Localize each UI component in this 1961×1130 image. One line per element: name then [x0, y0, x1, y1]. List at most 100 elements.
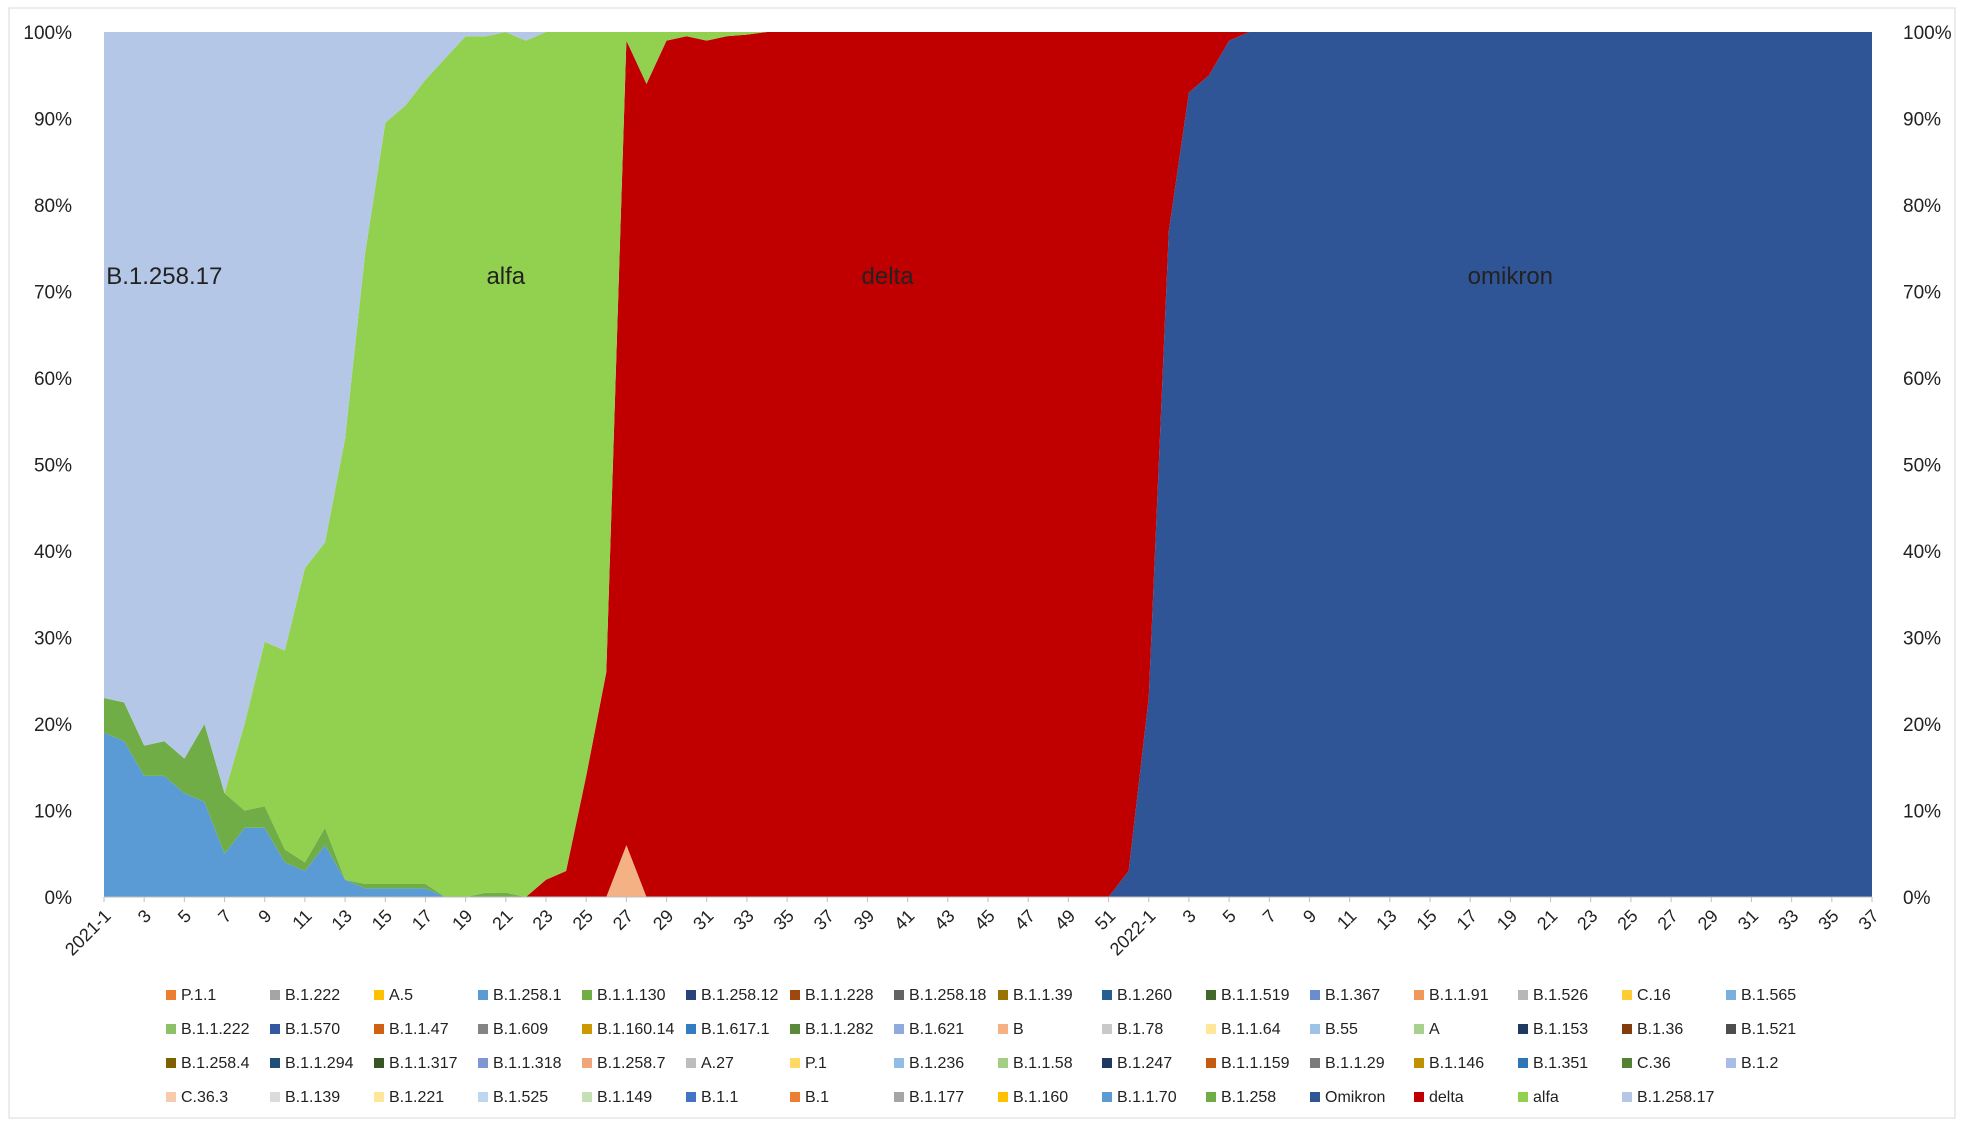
x-tick-label: 21 [1533, 906, 1561, 934]
legend-item: B.1.1.70 [1102, 1089, 1177, 1106]
legend-swatch [1518, 990, 1528, 1000]
legend-swatch [478, 1024, 488, 1034]
y-tick-label-right: 70% [1903, 283, 1941, 304]
legend-swatch [270, 1058, 280, 1068]
y-tick-label-left: 80% [34, 196, 72, 217]
legend-item: B.1.1.222 [166, 1021, 250, 1038]
legend-item: B.1.1.294 [270, 1055, 354, 1072]
legend-swatch [478, 990, 488, 1000]
legend-swatch [1310, 1092, 1320, 1102]
legend-swatch [1622, 1092, 1632, 1102]
y-tick-label-right: 90% [1903, 110, 1941, 131]
legend-item: P.1 [790, 1055, 827, 1072]
legend-item: A.5 [374, 987, 413, 1004]
area-series-group [104, 32, 1872, 897]
legend-label: alfa [1533, 1089, 1559, 1106]
legend-label: B.1.1.70 [1117, 1089, 1177, 1106]
x-tick-label: 41 [890, 906, 918, 934]
y-tick-label-left: 50% [34, 456, 72, 477]
x-tick-label: 35 [1814, 906, 1842, 934]
y-tick-label-left: 20% [34, 715, 72, 736]
x-tick-label: 7 [214, 906, 235, 927]
legend-swatch [166, 990, 176, 1000]
legend-label: B.1.236 [909, 1055, 964, 1072]
legend-item: alfa [1518, 1089, 1559, 1106]
legend-label: Omikron [1325, 1089, 1385, 1106]
legend-label: B.1.78 [1117, 1021, 1163, 1038]
legend-label: B.1.1.29 [1325, 1055, 1385, 1072]
legend-swatch [374, 990, 384, 1000]
y-tick-label-right: 10% [1903, 802, 1941, 823]
legend-item: A [1414, 1021, 1440, 1038]
legend-item: B.1.525 [478, 1089, 548, 1106]
legend-label: B.1.177 [909, 1089, 964, 1106]
legend-item: B.1.570 [270, 1021, 340, 1038]
legend-swatch [686, 1092, 696, 1102]
legend-item: B.1.258.12 [686, 987, 779, 1004]
legend-item: C.36 [1622, 1055, 1671, 1072]
legend-label: B.1.367 [1325, 987, 1380, 1004]
legend-swatch [1518, 1058, 1528, 1068]
y-tick-label-right: 50% [1903, 456, 1941, 477]
legend-item: B.1.258.4 [166, 1055, 250, 1072]
legend-label: C.36 [1637, 1055, 1671, 1072]
x-tick-label: 23 [529, 906, 557, 934]
legend-item: B.1.78 [1102, 1021, 1163, 1038]
legend-item: B.1.1.130 [582, 987, 666, 1004]
x-tick-label: 7 [1259, 906, 1280, 927]
legend-item: C.36.3 [166, 1089, 228, 1106]
legend-item: B.1.1.64 [1206, 1021, 1281, 1038]
legend-item: B.1.621 [894, 1021, 964, 1038]
legend-label: B.1.1.39 [1013, 987, 1073, 1004]
legend-label: B.1.351 [1533, 1055, 1588, 1072]
x-tick-label: 13 [328, 906, 356, 934]
legend-item: delta [1414, 1089, 1464, 1106]
legend-item: B.1.160.14 [582, 1021, 675, 1038]
legend-label: B.1.1.294 [285, 1055, 354, 1072]
x-tick-label: 29 [1694, 906, 1722, 934]
legend-item: B.1.258.18 [894, 987, 987, 1004]
x-tick-label: 35 [770, 906, 798, 934]
legend-label: A [1429, 1021, 1440, 1038]
legend-item: B.1.521 [1726, 1021, 1796, 1038]
legend-label: B.1.153 [1533, 1021, 1588, 1038]
legend-item: B.1.1.159 [1206, 1055, 1290, 1072]
legend-item: B.1.1.47 [374, 1021, 449, 1038]
legend-item: B.1.1.317 [374, 1055, 458, 1072]
x-tick-label: 39 [850, 906, 878, 934]
area-annotation: omikron [1468, 263, 1553, 290]
y-tick-label-left: 40% [34, 542, 72, 563]
legend-label: B.1.1.64 [1221, 1021, 1281, 1038]
legend-item: B.1.367 [1310, 987, 1380, 1004]
legend-label: B.1.36 [1637, 1021, 1683, 1038]
legend-label: B.1.1.222 [181, 1021, 250, 1038]
legend-swatch [1206, 990, 1216, 1000]
legend-item: B.1.236 [894, 1055, 964, 1072]
legend-swatch [582, 1024, 592, 1034]
x-tick-label: 31 [689, 906, 717, 934]
area-omikron [104, 32, 1872, 897]
legend-label: B.1.149 [597, 1089, 652, 1106]
legend-swatch [790, 1058, 800, 1068]
legend-swatch [1102, 1092, 1112, 1102]
y-axis-right: 0% 10% 20% 30% 40% 50% 60% 70% 80% 90% 100% [1903, 23, 1952, 909]
x-tick-label: 51 [1091, 906, 1119, 934]
y-tick-label-right: 80% [1903, 196, 1941, 217]
legend-label: B.1.617.1 [701, 1021, 770, 1038]
legend-item: B.1.1.39 [998, 987, 1073, 1004]
legend-label: B.1.139 [285, 1089, 340, 1106]
legend-swatch [270, 990, 280, 1000]
legend-item: B.1.526 [1518, 987, 1588, 1004]
legend-swatch [1310, 990, 1320, 1000]
y-tick-label-left: 70% [34, 283, 72, 304]
legend-label: B.1.146 [1429, 1055, 1484, 1072]
legend-label: B.1.160 [1013, 1089, 1068, 1106]
x-tick-label: 19 [1493, 906, 1521, 934]
x-tick-label: 49 [1051, 906, 1079, 934]
legend-label: B.1.258.18 [909, 987, 987, 1004]
legend-swatch [374, 1058, 384, 1068]
legend-label: B.1.258 [1221, 1089, 1276, 1106]
legend-swatch [582, 1092, 592, 1102]
